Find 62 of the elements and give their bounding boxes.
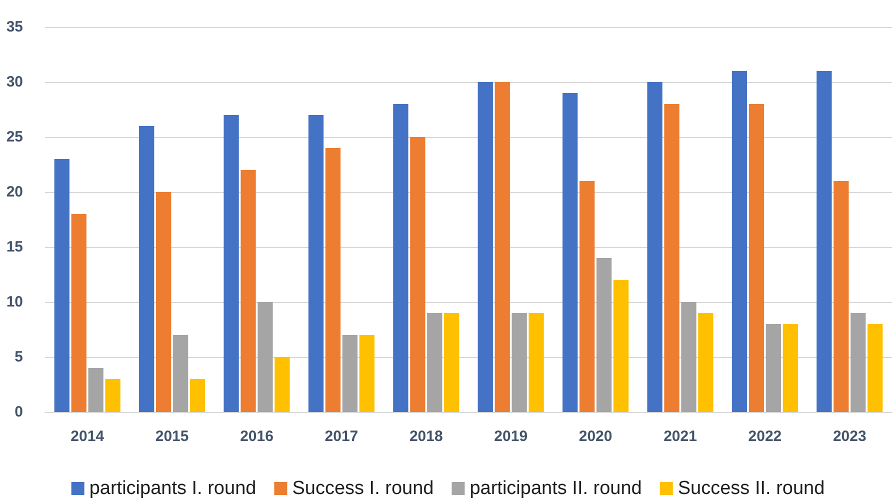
bar	[71, 214, 86, 412]
bar	[647, 82, 662, 412]
bar	[748, 104, 764, 412]
x-tick-label: 2020	[578, 428, 612, 445]
x-tick-label: 2021	[664, 428, 697, 445]
x-tick-label: 2023	[832, 428, 866, 445]
bar	[664, 104, 680, 412]
bar	[562, 93, 578, 412]
bar	[816, 71, 832, 412]
y-tick-label: 20	[6, 184, 23, 200]
bar	[156, 192, 172, 412]
bar	[681, 302, 696, 412]
bar	[528, 313, 544, 412]
x-tick-label: 2015	[155, 428, 189, 445]
bar	[139, 126, 154, 412]
x-tick-label: 2017	[324, 428, 358, 445]
bar	[613, 280, 629, 412]
bar	[782, 324, 798, 412]
bar	[698, 313, 714, 412]
legend-label: participants II. round	[470, 478, 642, 499]
bar	[308, 115, 324, 412]
x-tick-label: 2019	[494, 428, 528, 445]
y-tick-label: 30	[6, 74, 23, 90]
bar	[359, 335, 374, 412]
y-tick-label: 5	[14, 348, 23, 366]
bar	[325, 148, 341, 412]
bar	[342, 335, 358, 412]
bar	[258, 302, 273, 412]
bar	[478, 82, 493, 412]
bar	[88, 368, 104, 412]
bar	[54, 159, 70, 412]
x-tick-label: 2016	[240, 428, 274, 445]
bar	[596, 258, 612, 412]
bar	[105, 379, 120, 412]
bar	[224, 115, 239, 412]
bar	[494, 82, 510, 412]
bar	[868, 324, 883, 412]
bar	[834, 181, 849, 412]
legend-label: participants I. round	[89, 478, 256, 499]
bar	[850, 313, 866, 412]
x-tick-label: 2014	[70, 428, 105, 445]
bar	[512, 313, 527, 412]
bar	[579, 181, 595, 412]
y-tick-label: 35	[6, 18, 23, 36]
bar	[410, 137, 426, 412]
bar	[732, 71, 748, 412]
y-tick-label: 25	[6, 128, 23, 146]
y-tick-label: 10	[6, 294, 23, 310]
bar	[172, 335, 188, 412]
bar	[766, 324, 782, 412]
bar	[274, 357, 290, 412]
bar	[427, 313, 442, 412]
bar	[240, 170, 256, 412]
x-tick-label: 2018	[409, 428, 443, 445]
legend-label: Success I. round	[292, 478, 434, 499]
x-tick-label: 2022	[748, 428, 782, 445]
bar	[393, 104, 408, 412]
bar	[190, 379, 206, 412]
y-tick-label: 0	[14, 404, 23, 420]
legend-label: Success II. round	[678, 478, 825, 499]
y-tick-label: 15	[6, 238, 23, 256]
bar	[444, 313, 460, 412]
